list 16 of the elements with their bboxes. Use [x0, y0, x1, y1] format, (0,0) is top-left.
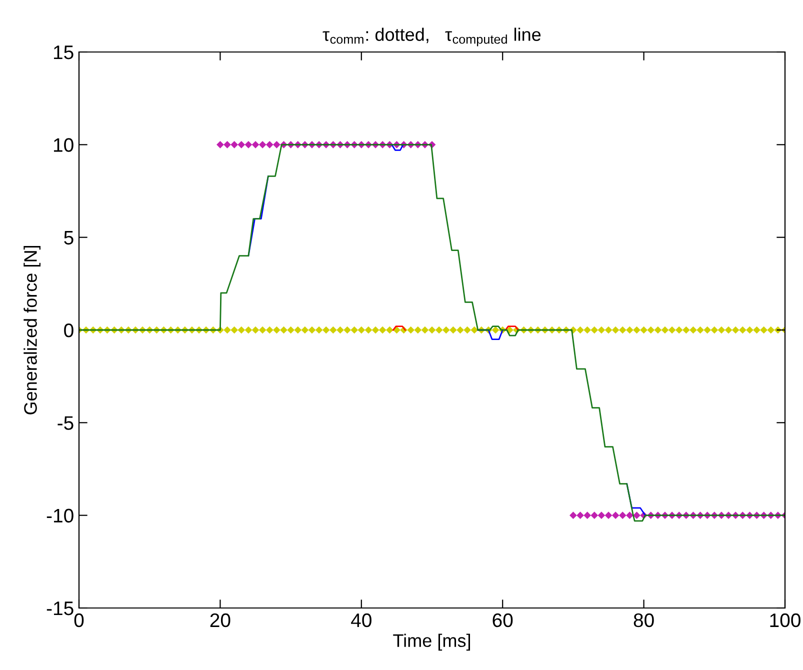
x-tick-label: 60: [492, 613, 513, 628]
y-tick-label: -15: [46, 602, 74, 616]
y-tick-label: 10: [54, 138, 74, 152]
chart-title: τ$_{comm}$: dotted, τ$_{computed}$ line: [322, 28, 541, 46]
x-tick-label: 20: [210, 613, 230, 628]
x-tick-label: 40: [351, 613, 372, 628]
x-tick-label: 100: [770, 613, 800, 628]
y-tick-label: -5: [58, 416, 74, 430]
x-tick-label: 80: [634, 613, 654, 628]
y-tick-label: -10: [46, 508, 74, 523]
x-tick-label: 0: [74, 613, 84, 628]
y-tick-label: 15: [54, 46, 74, 60]
x-axis-title: Time [ms]: [393, 634, 470, 651]
y-tick-label: 0: [64, 323, 74, 338]
y-axis-title: Generalized force [N]: [24, 246, 40, 414]
y-tick-label: 5: [64, 231, 74, 245]
